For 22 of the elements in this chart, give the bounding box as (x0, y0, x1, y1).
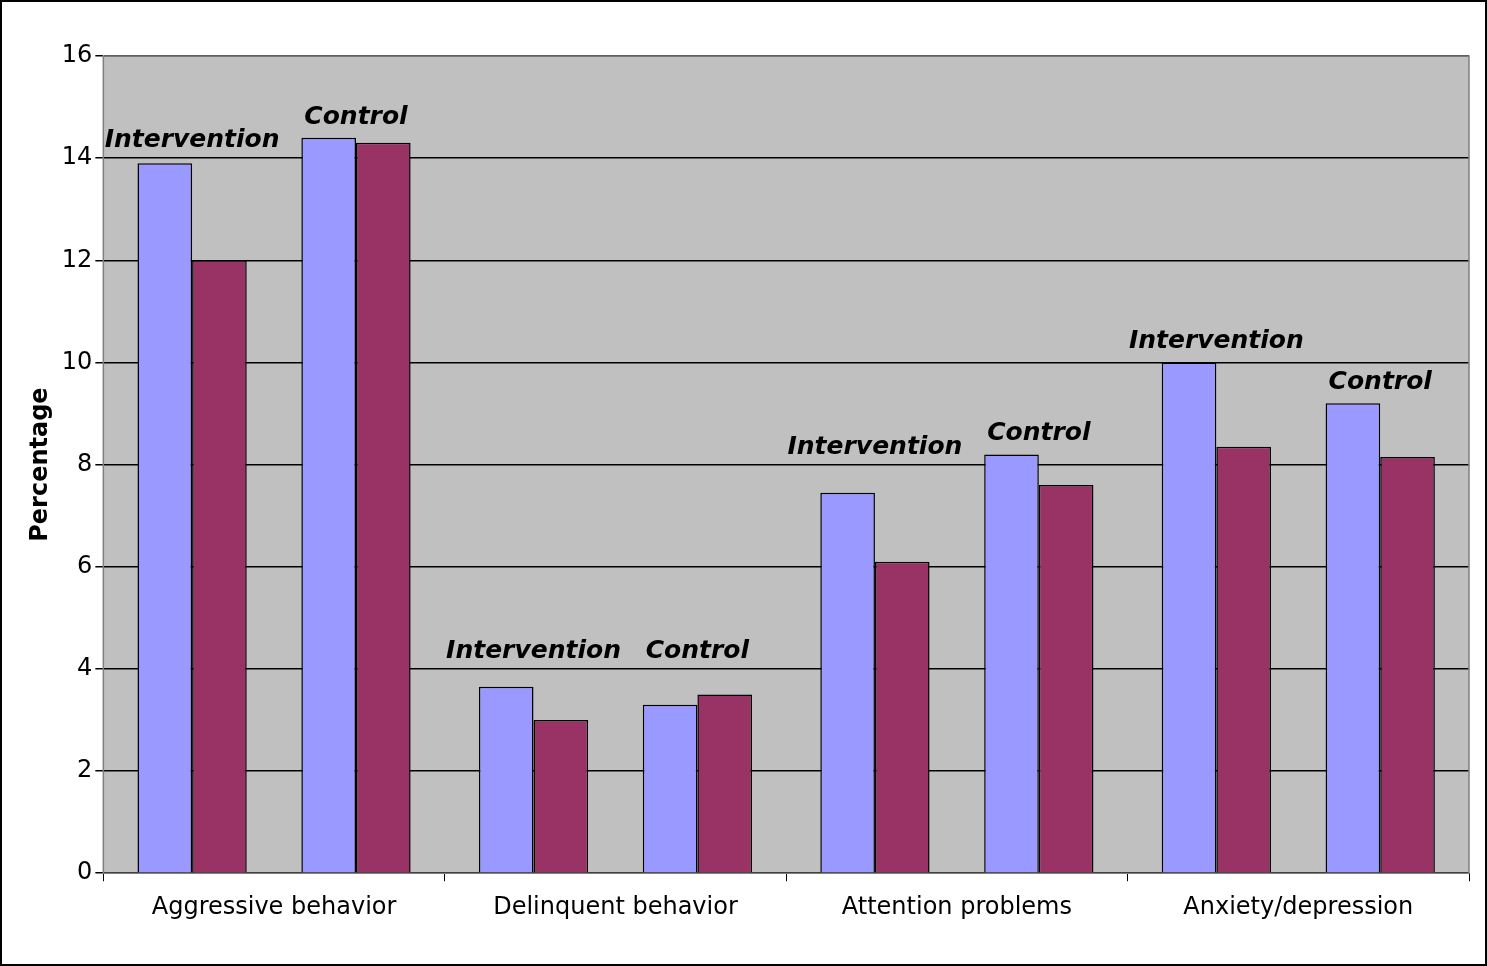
y-tick-label: 16 (61, 40, 93, 69)
annotation: Intervention (1128, 325, 1304, 355)
x-tick-label: Delinquent behavior (493, 891, 738, 920)
y-axis-title: Percentage (24, 387, 53, 542)
x-tick-label: Anxiety/depression (1183, 891, 1414, 920)
y-tick-label: 12 (61, 244, 93, 273)
annotation: Control (1328, 366, 1433, 396)
x-tick-label: Attention problems (841, 891, 1072, 920)
annotation: Control (987, 417, 1091, 447)
y-tick-label: 2 (77, 755, 93, 784)
annotation: Intervention (446, 634, 621, 664)
y-tick-label: 14 (61, 142, 93, 171)
annotation: Control (645, 634, 750, 664)
y-tick-label: 8 (77, 448, 93, 477)
annotation: Intervention (104, 124, 280, 154)
y-tick-label: 6 (77, 550, 93, 579)
y-tick-label: 10 (61, 346, 93, 375)
y-tick-label: 0 (77, 857, 93, 886)
y-tick-label: 4 (77, 653, 93, 682)
x-tick-label: Aggressive behavior (151, 891, 397, 920)
annotation: Intervention (787, 430, 963, 460)
annotation: Control (304, 100, 409, 130)
